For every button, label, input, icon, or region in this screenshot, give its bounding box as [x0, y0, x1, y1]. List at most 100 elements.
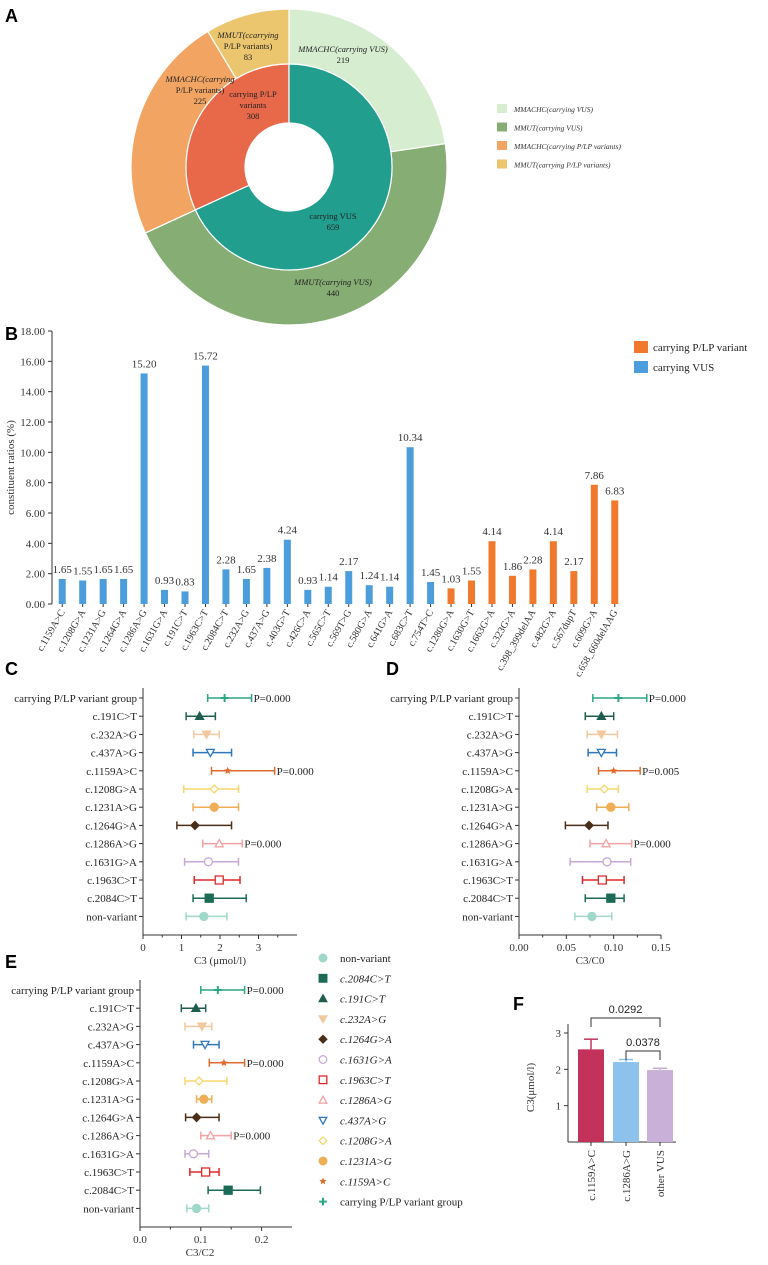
bar [324, 586, 332, 604]
donut-slice-label: carrying P/LP [229, 89, 277, 99]
bar [447, 588, 455, 604]
bar [304, 589, 312, 604]
bar-value-label: 0.83 [175, 576, 195, 588]
bar [578, 1049, 604, 1142]
marker [199, 1094, 209, 1104]
row-label: c.1631G>A [85, 857, 137, 869]
marker [319, 1197, 327, 1206]
donut-slice-label: MMUT(carrying VUS) [293, 277, 372, 287]
x-tick-label: 0.1 [194, 1234, 208, 1246]
bar [590, 484, 598, 604]
p-value: P=0.000 [649, 693, 687, 705]
row-label: carrying P/LP variant group [14, 693, 137, 705]
legend-swatch [497, 141, 507, 150]
donut-inner-slice [185, 63, 290, 211]
row-label: carrying P/LP variant group [390, 693, 513, 705]
p-value: P=0.000 [634, 839, 672, 851]
row-label: c.437A>G [91, 748, 137, 760]
x-tick-label: other VUS [655, 1150, 667, 1197]
marker [220, 694, 229, 702]
donut-slice-label: 440 [327, 288, 340, 298]
row-label: c.1208G>A [85, 784, 137, 796]
bar [570, 571, 578, 604]
legend-label: c.191C>T [340, 994, 386, 1006]
y-tick-label: 8.00 [26, 478, 46, 490]
row-label: c.1231A>G [82, 1094, 134, 1106]
marker [220, 1058, 228, 1067]
donut-slice-label: 83 [244, 52, 253, 62]
bar [647, 1070, 673, 1142]
marker [205, 748, 216, 758]
x-tick-label: 3 [256, 942, 262, 954]
row-label: c.1159A>C [462, 766, 513, 778]
p-value: P=0.000 [244, 839, 282, 851]
bar [222, 569, 230, 604]
row-label: c.1159A>C [83, 1058, 134, 1070]
row-label: c.1286A>G [82, 1131, 134, 1143]
bar [365, 585, 373, 604]
p-value: P=0.000 [247, 1058, 285, 1070]
bar [58, 578, 66, 604]
bar [529, 569, 537, 604]
marker [596, 710, 607, 721]
y-axis-label: C3(μmol/l) [525, 1063, 537, 1113]
donut-slice-label: MMUT(ccarrying [217, 30, 279, 40]
bar-value-label: 2.28 [523, 554, 543, 566]
marker [209, 802, 219, 812]
row-label: c.1159A>C [86, 766, 137, 778]
marker [319, 1177, 327, 1185]
bar-value-label: 2.17 [564, 556, 584, 568]
marker [214, 838, 225, 848]
row-label: non-variant [86, 911, 137, 923]
bar [79, 580, 87, 604]
y-tick-label: 3 [556, 1028, 562, 1040]
x-tick-label: 0.00 [509, 942, 529, 954]
marker [318, 973, 328, 983]
marker [205, 1130, 216, 1140]
marker [213, 986, 222, 994]
x-tick-label: 0.0 [133, 1234, 147, 1246]
bar-value-label: 15.72 [193, 351, 218, 363]
legend-label: MMUT(carrying VUS) [513, 124, 583, 133]
y-tick-label: 1 [556, 1101, 562, 1113]
legend-label: c.1231A>G [340, 1156, 392, 1168]
bar [120, 578, 128, 604]
bar [613, 1062, 639, 1142]
legend-swatch [634, 341, 648, 353]
bar-value-label: 0.93 [298, 575, 318, 587]
legend-label: c.1631G>A [340, 1055, 392, 1067]
bar-value-label: 1.65 [237, 564, 257, 576]
donut-slice-label: 225 [194, 96, 207, 106]
donut-slice-label: 659 [327, 222, 340, 232]
marker [204, 893, 214, 903]
bar [99, 578, 107, 604]
row-label: c.1963C>T [87, 875, 137, 887]
row-label: c.2084C>T [87, 893, 137, 905]
row-label: c.1264G>A [85, 820, 137, 832]
p-value: P=0.000 [247, 985, 285, 997]
marker [318, 1116, 328, 1126]
row-label: c.1264G>A [82, 1112, 134, 1124]
bar [468, 580, 476, 604]
significance-bracket [590, 1017, 661, 1027]
legend-label: c.437A>G [340, 1115, 386, 1127]
significance-bracket [625, 1050, 661, 1060]
bar-value-label: 0.93 [155, 575, 175, 587]
row-label: c.1208G>A [461, 784, 513, 796]
bar-value-label: 7.86 [585, 470, 605, 482]
x-tick-label: c.1286A>G [621, 1150, 633, 1202]
row-label: c.232A>G [88, 1021, 134, 1033]
row-label: c.1631G>A [82, 1149, 134, 1161]
donut-slice-label: 308 [247, 111, 260, 121]
x-tick-label: 1 [179, 942, 185, 954]
p-value: P=0.000 [277, 766, 315, 778]
bar [345, 571, 353, 604]
row-label: c.1208G>A [82, 1076, 134, 1088]
row-label: c.1631G>A [461, 857, 513, 869]
donut-slice-label: P/LP variants) [176, 85, 225, 95]
marker [194, 1076, 204, 1086]
legend-label: c.2084C>T [340, 973, 391, 985]
panel-e-forest-plot: 0.0 0.1 0.2 C3/C2 carrying P/LP variant grou… [11, 980, 292, 1259]
bar [181, 591, 189, 604]
